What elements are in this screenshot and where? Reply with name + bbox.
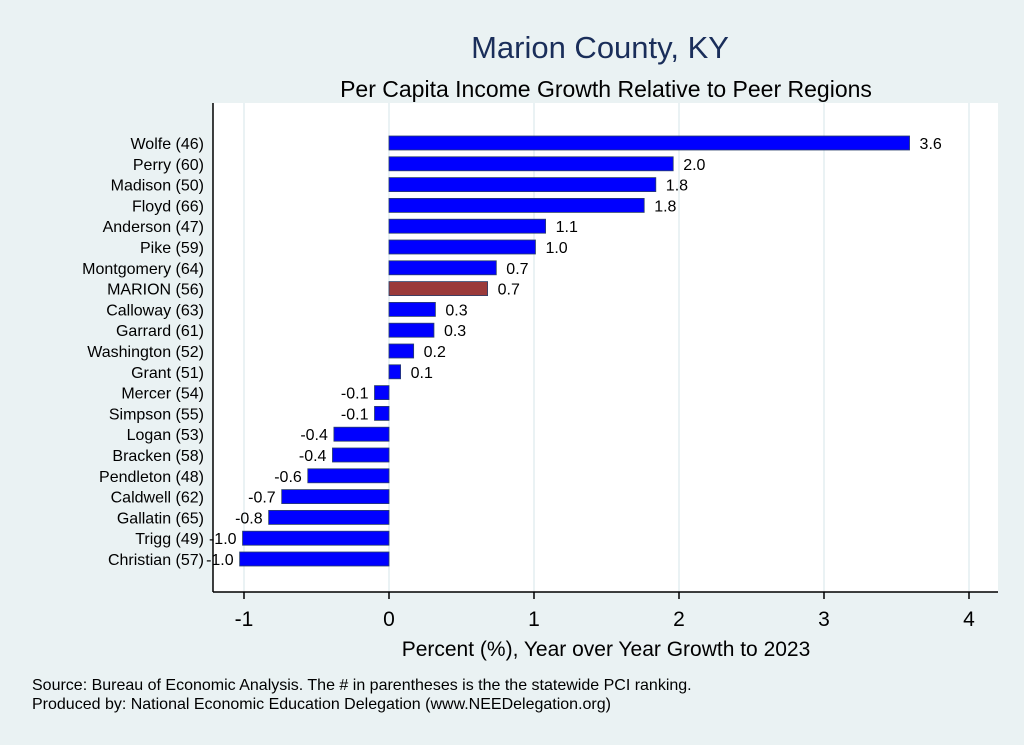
data-label: 1.8 — [666, 178, 688, 195]
data-label: 0.7 — [506, 261, 528, 278]
bar — [388, 301, 436, 317]
y-tick-label: Bracken (58) — [112, 448, 204, 465]
x-tick-label: 2 — [673, 608, 685, 631]
y-tick-label: Trigg (49) — [135, 531, 204, 548]
bar — [242, 530, 390, 546]
x-tick-label: 1 — [528, 608, 540, 631]
x-tick-label: -1 — [235, 608, 254, 631]
bar — [388, 343, 415, 359]
y-tick-label: Calloway (63) — [106, 302, 204, 319]
y-tick-label: Mercer (54) — [121, 386, 204, 403]
y-tick-label: MARION (56) — [107, 282, 204, 299]
y-tick-label: Simpson (55) — [109, 406, 204, 423]
x-tick-label: 4 — [963, 608, 975, 631]
data-label: -0.8 — [235, 510, 263, 527]
data-label: 2.0 — [683, 157, 705, 174]
y-tick-label: Madison (50) — [111, 178, 204, 195]
data-label: -0.1 — [341, 386, 369, 403]
y-tick-label: Anderson (47) — [103, 219, 204, 236]
chart-title: Marion County, KY — [471, 30, 729, 65]
bar — [388, 322, 435, 338]
bar — [388, 239, 536, 255]
data-label: 0.2 — [424, 344, 446, 361]
data-label: -0.4 — [300, 427, 328, 444]
bar — [281, 489, 390, 505]
produced-note: Produced by: National Economic Education… — [32, 696, 611, 713]
y-tick-label: Washington (52) — [87, 344, 204, 361]
data-label: 1.0 — [545, 240, 567, 257]
data-label: 3.6 — [920, 136, 942, 153]
data-label: 0.3 — [445, 302, 467, 319]
bar — [374, 385, 390, 401]
x-axis-label: Percent (%), Year over Year Growth to 20… — [402, 638, 811, 661]
data-label: -0.4 — [299, 448, 327, 465]
bar — [388, 218, 547, 234]
bar — [388, 135, 910, 151]
source-note: Source: Bureau of Economic Analysis. The… — [32, 677, 692, 694]
bar — [332, 447, 390, 463]
y-tick-label: Perry (60) — [133, 157, 204, 174]
y-tick-label: Wolfe (46) — [130, 136, 204, 153]
y-tick-label: Pike (59) — [140, 240, 204, 257]
bar — [388, 156, 674, 172]
bar — [388, 177, 657, 193]
data-label: 1.1 — [556, 219, 578, 236]
y-tick-label: Caldwell (62) — [111, 490, 204, 507]
data-label: 0.7 — [498, 282, 520, 299]
bar — [307, 468, 390, 484]
data-label: -0.1 — [341, 406, 369, 423]
data-label: -0.6 — [274, 469, 302, 486]
bar — [388, 364, 402, 380]
y-tick-label: Christian (57) — [108, 552, 204, 569]
chart-subtitle: Per Capita Income Growth Relative to Pee… — [340, 76, 872, 102]
y-tick-label: Grant (51) — [131, 365, 204, 382]
y-tick-label: Pendleton (48) — [99, 469, 204, 486]
bar — [388, 197, 645, 213]
y-tick-label: Logan (53) — [127, 427, 204, 444]
y-tick-label: Floyd (66) — [132, 198, 204, 215]
data-label: 0.1 — [411, 365, 433, 382]
y-tick-label: Montgomery (64) — [82, 261, 204, 278]
x-tick-label: 0 — [383, 608, 395, 631]
y-tick-label: Gallatin (65) — [117, 510, 204, 527]
bar — [268, 509, 390, 525]
data-label: -1.0 — [206, 552, 234, 569]
bar — [333, 426, 390, 442]
bar — [388, 260, 497, 276]
bar — [239, 551, 390, 567]
bar — [374, 405, 390, 421]
data-label: -0.7 — [248, 490, 276, 507]
data-label: 0.3 — [444, 323, 466, 340]
data-label: -1.0 — [209, 531, 237, 548]
bar — [388, 281, 488, 297]
data-label: 1.8 — [654, 198, 676, 215]
x-tick-label: 3 — [818, 608, 830, 631]
y-tick-label: Garrard (61) — [116, 323, 204, 340]
